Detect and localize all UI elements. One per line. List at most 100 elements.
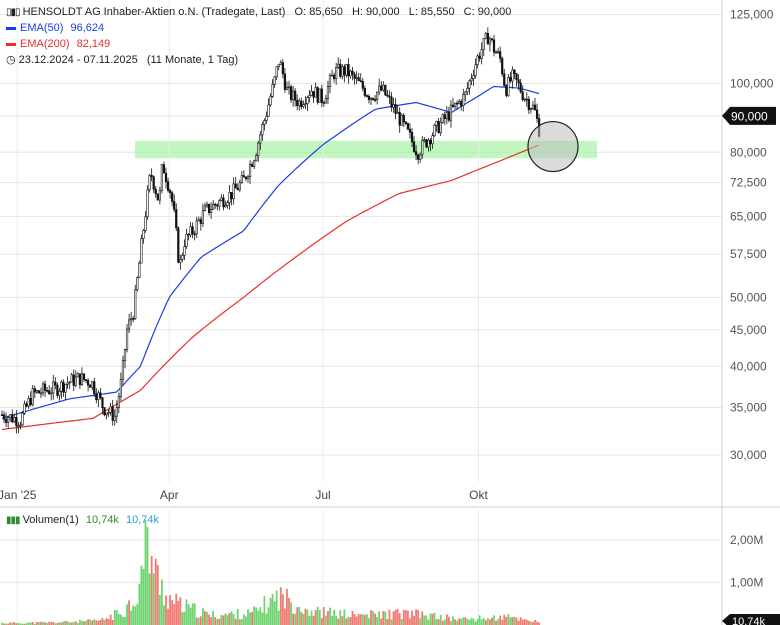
ema50-label: EMA(50): [20, 22, 64, 34]
candle-body: [443, 114, 446, 119]
candle-body: [447, 112, 451, 121]
candlestick-icon[interactable]: ▯▮▯: [6, 7, 20, 18]
candle-body: [117, 396, 120, 408]
volume-bar: [298, 607, 301, 625]
legend-ema200[interactable]: EMA(200) 82,149: [6, 38, 110, 51]
instrument-title: HENSOLDT AG Inhaber-Aktien o.N. (Tradega…: [22, 6, 286, 18]
volume-bar: [142, 568, 145, 625]
candle-body: [19, 424, 22, 427]
ema50-swatch: [6, 26, 16, 30]
volume-bar: [11, 622, 14, 625]
volume-bar: [509, 617, 512, 625]
candle-body: [93, 381, 96, 395]
volume-bar: [392, 611, 395, 625]
volume-bar: [230, 611, 233, 625]
volume-last-bg: [722, 614, 780, 625]
low-value: L: 85,550: [408, 6, 455, 18]
candle-body: [52, 381, 55, 394]
candle-body: [406, 123, 410, 130]
ema200-path: [1, 144, 540, 431]
volume-bar: [58, 622, 61, 625]
candle-body: [332, 74, 336, 80]
clock-icon: ◷: [6, 54, 16, 66]
volume-bar: [238, 619, 241, 625]
volume-bar: [163, 605, 165, 625]
volume-bar: [519, 617, 522, 625]
candle-body: [357, 77, 360, 82]
volume-bar: [499, 615, 502, 625]
candle-body: [326, 86, 330, 99]
volume-bar: [329, 607, 331, 625]
volume-bar: [363, 614, 366, 625]
volume-bar: [435, 619, 438, 625]
volume-bar: [31, 622, 34, 625]
volume-bar: [433, 612, 436, 625]
volume-bar: [173, 604, 176, 625]
candle-body: [21, 412, 24, 426]
volume-bar: [286, 588, 288, 625]
volume-bar: [95, 620, 98, 625]
volume-bar: [40, 621, 42, 625]
candle-body: [269, 96, 272, 106]
candle-body: [2, 414, 6, 420]
candle-body: [265, 115, 268, 121]
y-tick-label: 125,000: [730, 7, 774, 21]
volume-bar: [21, 623, 24, 625]
candle-body: [70, 374, 73, 383]
candle-body: [421, 139, 424, 156]
candle-body: [74, 376, 77, 386]
candle-body: [271, 84, 274, 97]
candle-body: [156, 193, 159, 201]
candle-body: [496, 51, 500, 53]
candle-body: [45, 390, 49, 392]
candle-body: [132, 318, 135, 320]
legend-ema50[interactable]: EMA(50) 96,624: [6, 22, 104, 35]
candle-body: [197, 219, 200, 222]
candle-body: [222, 197, 225, 208]
candle-body: [13, 417, 16, 423]
candle-body: [123, 349, 127, 361]
x-axis: Jan '25 Apr Jul Okt: [0, 488, 488, 502]
volume-bar: [29, 622, 32, 625]
volume-bar: [454, 619, 456, 625]
candle-body: [189, 226, 192, 236]
candle-body: [476, 55, 479, 66]
volume-bar: [222, 615, 225, 625]
candle-body: [257, 142, 260, 156]
support-zone-band: [135, 140, 597, 159]
x-tick-label: Okt: [469, 488, 488, 502]
candle-body: [140, 238, 143, 264]
volume-bar: [111, 619, 114, 625]
candle-body: [113, 415, 116, 421]
price-grid: [0, 0, 723, 625]
volume-bar: [437, 619, 440, 625]
candle-body: [238, 182, 241, 191]
candle-body: [183, 246, 186, 256]
volume-bar: [294, 613, 297, 625]
candle-body: [78, 373, 81, 385]
candle-body: [488, 38, 492, 45]
candle-body: [419, 154, 422, 160]
candle-body: [166, 181, 170, 191]
volume-bar: [288, 597, 290, 625]
candle-body: [441, 114, 444, 123]
volume-bar: [191, 603, 194, 625]
candle-body: [95, 393, 98, 401]
close-value: C: 90,000: [463, 6, 512, 18]
volume-bar: [507, 614, 510, 625]
volume-bar: [181, 612, 184, 625]
candle-body: [91, 381, 94, 388]
volume-bar: [384, 611, 387, 625]
candle-body: [160, 164, 164, 191]
volume-bar: [355, 616, 358, 625]
volume-bar: [255, 607, 258, 625]
candle-body: [173, 201, 176, 210]
volume-bar: [318, 609, 321, 625]
volume-bar: [72, 621, 75, 625]
candle-body: [214, 203, 217, 206]
volume-legend[interactable]: ▮▮▮ Volumen(1) 10,74k 10,74k: [6, 514, 159, 526]
volume-bar: [81, 620, 83, 625]
volume-bar: [320, 618, 323, 625]
candle-body: [347, 64, 350, 77]
